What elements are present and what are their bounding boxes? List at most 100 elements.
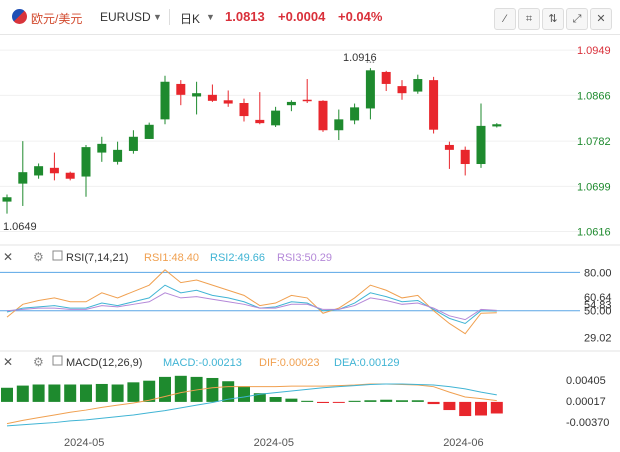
macd-histogram-bar [80,384,92,402]
candle-body [49,167,59,174]
rsi-tick-label: 60.64 [584,292,612,304]
rsi-legend: ✕ ⚙ RSI(7,14,21) RSI1:48.40 RSI2:49.66 R… [3,250,332,264]
date-tick-label: 2024-05 [64,437,104,449]
rsi-tick-label: 50.00 [584,306,612,318]
rsi1-label: RSI1:48.40 [144,252,199,264]
high-marker-dot [366,61,369,63]
candle-body [255,119,265,124]
macd-histogram-bar [48,384,61,402]
dea-label: DEA:0.00129 [334,357,399,369]
collapse-icon[interactable]: ✕ [3,250,13,264]
high-price-label: 1.0916 [343,52,377,64]
candle-body [81,147,91,177]
indicator-toggle-icon[interactable] [52,355,63,366]
symbol-code[interactable]: EURUSD [100,10,151,24]
settings-icon[interactable]: ⚙ [33,355,44,369]
rsi3-label: RSI3:50.29 [277,252,332,264]
candle-body [192,93,202,97]
chart-toolbar: 欧元/美元 EURUSD ▼ 日K ▼ 1.0813 +0.0004 +0.04… [0,0,620,35]
candlestick-series [2,61,502,214]
macd-histogram-bar [174,375,187,402]
rsi-line-rsi1 [6,269,497,335]
candle-body [429,80,439,130]
macd-histogram-bar [32,384,45,402]
drawing-tools-icon[interactable]: ⌗ [518,8,540,30]
macd-histogram-bar [143,380,156,402]
draw-line-icon[interactable]: ⁄ [494,8,516,30]
price-tick-label: 1.0616 [577,227,611,239]
toolbar-divider [169,9,170,25]
candle-body [413,79,423,92]
macd-histogram-bar [490,401,503,414]
candle-body [2,197,12,202]
price-tick-label: 1.0866 [577,90,611,102]
macd-histogram-bar [301,400,314,402]
macd-histogram-bar [348,400,361,402]
pair-name[interactable]: 欧元/美元 [31,12,83,26]
rsi2-label: RSI2:49.66 [210,252,265,264]
macd-histogram-bar [238,386,250,402]
candle-body [160,81,170,120]
close-icon[interactable]: ✕ [590,8,612,30]
macd-histogram-bar [111,384,124,402]
candle-body [113,149,123,162]
date-tick-label: 2024-06 [443,437,483,449]
price-tick-label: 1.0699 [577,181,611,193]
candle-body [334,119,344,131]
last-price: 1.0813 [225,9,265,24]
candle-body [476,125,486,165]
candle-body [271,110,281,126]
grid [0,49,580,233]
macd-histogram-bar [317,401,329,403]
candle-body [176,83,186,95]
candle-body [34,166,44,176]
eu-us-flag-icon [12,9,27,24]
candle-body [460,149,470,165]
macd-histogram-bar [16,385,29,402]
rsi-tick-label: 29.02 [584,332,612,344]
rsi-tick-label: 80.00 [584,267,612,279]
rsi-line-rsi2 [6,284,497,325]
macd-histogram-bar [459,401,472,417]
candle-body [239,103,249,117]
rsi-tick-label: 54.83 [584,300,612,312]
fullscreen-icon[interactable]: ⤢ [566,8,588,30]
symbol-dropdown-icon[interactable]: ▼ [153,12,162,22]
macd-histogram-bar [206,377,219,402]
interval-dropdown-icon[interactable]: ▼ [206,12,215,22]
macd-tick-label: 0.00405 [566,375,606,387]
macd-histogram-bar [380,399,393,402]
candle-body [365,70,375,109]
macd-label: MACD:-0.00213 [163,357,242,369]
macd-histogram-bar [332,401,345,403]
price-change: +0.0004 [278,9,326,24]
macd-tick-label: 0.00017 [566,396,606,408]
candle-body [223,100,233,104]
date-tick-label: 2024-05 [254,437,294,449]
high-marker-dot [369,61,372,63]
macd-title: MACD(12,26,9) [66,357,142,369]
macd-series [1,375,503,427]
settings-icon[interactable]: ⚙ [33,250,44,264]
indicator-toggle-icon[interactable] [52,250,63,261]
low-price-label: 1.0649 [3,221,37,233]
indicator-icon[interactable]: ⇅ [542,8,564,30]
candle-body [65,172,75,179]
macd-legend: ✕ ⚙ MACD(12,26,9) MACD:-0.00213 DIF:0.00… [3,355,399,369]
macd-histogram-bar [269,397,282,402]
candle-body [302,99,312,102]
macd-histogram-bar [411,400,424,402]
candle-body [18,172,28,184]
candle-body [286,101,296,106]
macd-histogram-bar [64,384,77,402]
macd-histogram-bar [427,401,440,405]
macd-line-dif [6,383,497,425]
collapse-icon[interactable]: ✕ [3,355,13,369]
macd-histogram-bar [159,376,171,402]
price-tick-label: 1.0949 [577,45,611,57]
candle-body [318,100,328,131]
interval-selector[interactable]: 日K [180,12,201,26]
price-change-percent: +0.04% [338,9,383,24]
macd-histogram-bar [364,400,377,402]
